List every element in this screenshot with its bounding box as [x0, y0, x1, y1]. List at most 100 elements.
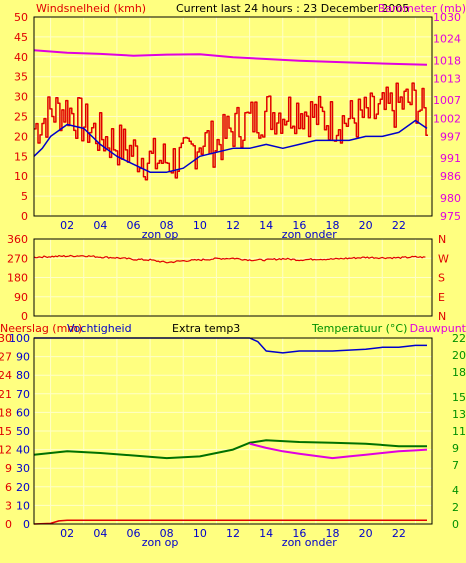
- tick-label-rain: 24: [0, 369, 12, 382]
- tick-label-rain: 27: [0, 351, 12, 364]
- tick-label-rain: 3: [5, 499, 12, 512]
- sunset-label: zon onder: [282, 228, 337, 241]
- wind-gust-line: [34, 82, 428, 181]
- tick-label-humidity: 0: [23, 518, 30, 531]
- barometer-axis-title: Barometer (mb): [378, 2, 466, 15]
- tick-label-wind: 50: [14, 11, 28, 24]
- tick-label-temperature: 18: [452, 366, 466, 379]
- tick-label-temperature: 11: [452, 425, 466, 438]
- tick-label-wind: 15: [14, 150, 28, 163]
- tick-label-barometer: 980: [440, 192, 461, 205]
- hour-label: 16: [292, 219, 306, 232]
- tick-label-wind: 5: [21, 190, 28, 203]
- wind-direction-line: [33, 254, 426, 264]
- tick-label-temperature: 4: [452, 484, 459, 497]
- direction-label: E: [438, 291, 445, 304]
- tick-label-temperature: 7: [452, 459, 459, 472]
- tick-label-rain: 0: [5, 518, 12, 531]
- hour-label: 02: [60, 219, 74, 232]
- tick-label-rain: 30: [0, 332, 12, 345]
- panel-frame: [33, 337, 433, 525]
- tick-label-temperature: 15: [452, 391, 466, 404]
- tick-label-temperature: 0: [452, 518, 459, 531]
- tick-label-wind: 35: [14, 71, 28, 84]
- tick-label-temperature: 22: [452, 332, 466, 345]
- wind-average-line: [33, 119, 428, 173]
- tick-label-barometer: 986: [440, 170, 461, 183]
- sunset-label: zon onder: [282, 536, 337, 549]
- tick-label-wind: 25: [14, 111, 28, 124]
- hour-label: 22: [392, 527, 406, 540]
- tick-label-barometer: 1018: [433, 54, 461, 67]
- hour-label: 18: [326, 219, 340, 232]
- tick-label-humidity: 80: [16, 369, 30, 382]
- rain-axis-title: Neerslag (mm): [0, 322, 82, 335]
- sunrise-label: zon op: [142, 228, 179, 241]
- tick-label-wind: 0: [21, 210, 28, 223]
- tick-label-rain: 21: [0, 388, 12, 401]
- tick-label-humidity: 30: [16, 462, 30, 475]
- barometer-line: [33, 49, 428, 66]
- panel-frame: [33, 238, 433, 317]
- tick-label-rain: 12: [0, 444, 12, 457]
- tick-label-direction: 360: [7, 233, 28, 246]
- tick-label-temperature: 2: [452, 501, 459, 514]
- tick-label-rain: 9: [5, 462, 12, 475]
- panel-frame: [33, 16, 433, 217]
- hour-label: 08: [160, 219, 174, 232]
- hour-label: 02: [60, 527, 74, 540]
- tick-label-barometer: 1024: [433, 33, 461, 46]
- tick-label-barometer: 975: [440, 210, 461, 223]
- hour-label: 20: [359, 219, 373, 232]
- extra-temp-label: Extra temp3: [172, 322, 240, 335]
- tick-label-barometer: 1030: [433, 11, 461, 24]
- humidity-axis-title: Vochtigheid: [67, 322, 132, 335]
- hour-label: 06: [127, 219, 141, 232]
- hour-label: 16: [292, 527, 306, 540]
- tick-label-rain: 18: [0, 406, 12, 419]
- tick-label-wind: 45: [14, 31, 28, 44]
- hour-label: 10: [193, 219, 207, 232]
- tick-label-humidity: 50: [16, 425, 30, 438]
- tick-label-barometer: 997: [440, 130, 461, 143]
- wind-axis-title: Windsnelheid (kmh): [36, 2, 146, 15]
- tick-label-temperature: 9: [452, 442, 459, 455]
- hour-label: 20: [359, 527, 373, 540]
- direction-label: W: [438, 252, 449, 265]
- tick-label-direction: 270: [7, 252, 28, 265]
- hour-label: 12: [226, 219, 240, 232]
- tick-label-direction: 180: [7, 272, 28, 285]
- hour-label: 14: [259, 527, 273, 540]
- tick-label-humidity: 20: [16, 481, 30, 494]
- direction-label: S: [438, 272, 445, 285]
- direction-label: N: [438, 310, 446, 323]
- tick-label-wind: 30: [14, 91, 28, 104]
- tick-label-rain: 6: [5, 481, 12, 494]
- tick-label-barometer: 991: [440, 152, 461, 165]
- hour-label: 04: [93, 527, 107, 540]
- chart-title: Current last 24 hours : 23 December 2005: [176, 2, 409, 15]
- hour-label: 06: [127, 527, 141, 540]
- tick-label-barometer: 1007: [433, 94, 461, 107]
- hour-label: 22: [392, 219, 406, 232]
- direction-label: N: [438, 233, 446, 246]
- tick-label-barometer: 1002: [433, 112, 461, 125]
- tick-label-humidity: 100: [9, 332, 30, 345]
- tick-label-direction: 0: [21, 310, 28, 323]
- hour-label: 04: [93, 219, 107, 232]
- tick-label-temperature: 20: [452, 349, 466, 362]
- rain-line: [33, 519, 427, 525]
- tick-label-temperature: 13: [452, 408, 466, 421]
- dewpoint-axis-title: Dauwpunt: [410, 322, 466, 335]
- tick-label-rain: 15: [0, 425, 12, 438]
- tick-label-wind: 10: [14, 170, 28, 183]
- tick-label-humidity: 70: [16, 388, 30, 401]
- tick-label-wind: 40: [14, 51, 28, 64]
- temperature-line: [33, 439, 427, 460]
- tick-label-humidity: 10: [16, 499, 30, 512]
- hour-label: 08: [160, 527, 174, 540]
- sunrise-label: zon op: [142, 536, 179, 549]
- temperature-axis-title: Temperatuur (°C): [311, 322, 407, 335]
